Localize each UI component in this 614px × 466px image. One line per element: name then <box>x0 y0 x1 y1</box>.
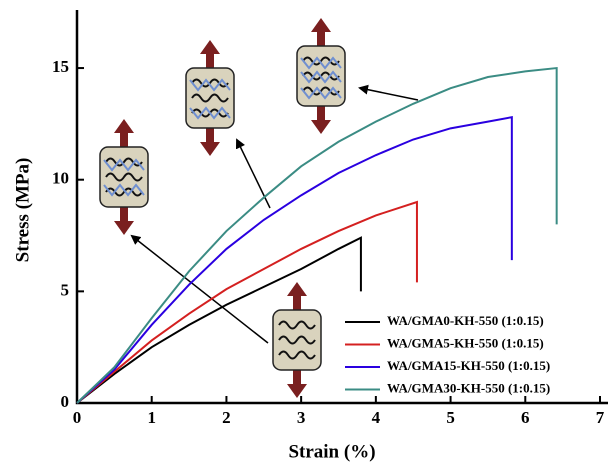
x-tick-label: 6 <box>521 408 530 427</box>
y-tick-label: 15 <box>52 57 69 76</box>
line <box>76 115 513 404</box>
y-tick-label: 10 <box>52 169 69 188</box>
legend-label: WA/GMA30-KH-550 (1:0.15) <box>387 380 550 395</box>
icons <box>99 17 419 399</box>
x-tick-label: 7 <box>596 408 605 427</box>
x-tick-label: 1 <box>147 408 156 427</box>
y-axis-title: Stress (MPa) <box>12 158 33 263</box>
x-tick-label: 0 <box>73 408 82 427</box>
x-tick-label: 3 <box>297 408 306 427</box>
x-tick-label: 4 <box>372 408 381 427</box>
x-tick-label: 5 <box>446 408 455 427</box>
x-tick-label: 2 <box>222 408 231 427</box>
line <box>76 200 418 404</box>
y-tick-label: 0 <box>61 392 70 411</box>
legend-label: WA/GMA15-KH-550 (1:0.15) <box>387 358 550 373</box>
legend-label: WA/GMA0-KH-550 (1:0.15) <box>387 313 544 328</box>
line <box>76 66 558 404</box>
x-axis-title: Strain (%) <box>288 441 375 462</box>
line <box>76 236 362 404</box>
legend-label: WA/GMA5-KH-550 (1:0.15) <box>387 335 544 350</box>
y-tick-label: 5 <box>61 280 70 299</box>
